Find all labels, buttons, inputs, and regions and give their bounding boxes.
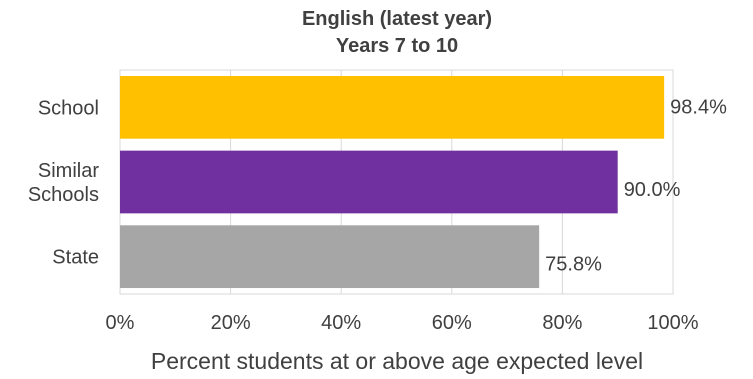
x-axis-title: Percent students at or above age expecte… (151, 348, 643, 374)
category-label: Similar Schools (28, 160, 99, 206)
x-tick-label: 0% (106, 312, 135, 334)
category-label: School (38, 97, 99, 119)
chart-title: English (latest year) (302, 8, 492, 30)
x-tick-label: 40% (321, 312, 361, 334)
x-tick-label: 20% (211, 312, 251, 334)
bar (120, 150, 618, 214)
chart-subtitle: Years 7 to 10 (336, 35, 458, 57)
bar (120, 75, 665, 139)
data-label: 98.4% (670, 96, 727, 118)
x-tick-label: 100% (647, 312, 698, 334)
category-label-line: Schools (28, 184, 99, 206)
category-label-line: State (52, 247, 99, 269)
category-label-line: School (38, 97, 99, 119)
plot-area: 0% 20% 40% 60% 80% 100% 98.4% School 90.0% Simila… (28, 69, 727, 334)
data-label: 90.0% (624, 179, 681, 201)
category-label: State (52, 247, 99, 269)
x-tick-label: 80% (542, 312, 582, 334)
bar (120, 225, 540, 289)
data-label: 75.8% (545, 254, 602, 276)
x-tick-label: 60% (432, 312, 472, 334)
category-label-line: Similar (38, 160, 99, 182)
